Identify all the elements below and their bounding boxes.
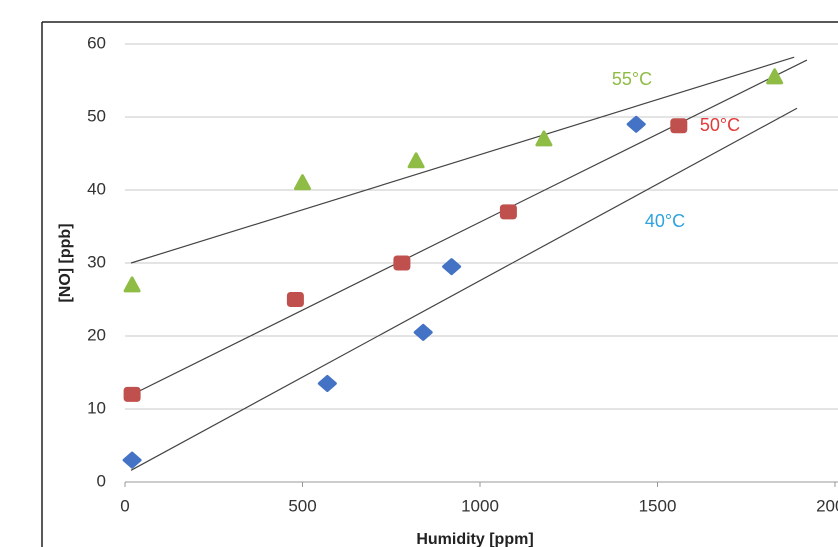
point (766, 68, 784, 85)
point (393, 255, 411, 271)
point (442, 258, 462, 276)
trend-line (130, 107, 798, 471)
y-tick-label: 60 (87, 33, 106, 52)
x-tick-label: 500 (288, 496, 316, 515)
point (407, 152, 425, 169)
point (122, 451, 142, 469)
y-tick-label: 40 (87, 179, 106, 198)
x-tick-label: 1000 (461, 496, 499, 515)
point (670, 118, 688, 134)
trend-line (130, 56, 795, 264)
x-axis-title: Humidity [ppm] (416, 531, 533, 547)
point (123, 386, 141, 402)
point (294, 174, 311, 191)
point (413, 323, 433, 341)
point (123, 276, 141, 293)
trend-line (130, 59, 808, 396)
y-tick-label: 10 (87, 398, 106, 417)
y-tick-label: 30 (87, 252, 106, 271)
point (286, 292, 304, 307)
x-tick-label: 0 (120, 496, 129, 515)
x-tick-label: 1500 (639, 496, 677, 515)
series-label: 40°C (645, 211, 685, 231)
point (317, 374, 337, 392)
y-tick-label: 0 (97, 471, 106, 490)
y-tick-label: 20 (87, 325, 106, 344)
point (499, 204, 517, 220)
y-axis-title: [NO] [ppb] (57, 223, 74, 302)
point (626, 115, 646, 133)
x-tick-label: 2000 (816, 496, 838, 515)
series-label: 50°C (700, 115, 740, 135)
series-label: 55°C (612, 69, 652, 89)
y-tick-label: 50 (87, 106, 106, 125)
point (535, 130, 553, 147)
